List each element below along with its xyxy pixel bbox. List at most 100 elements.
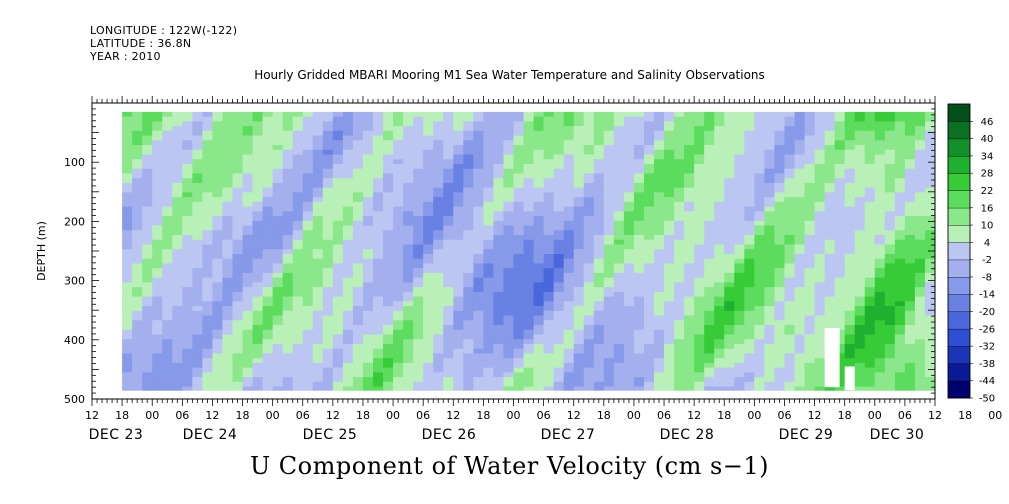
heatmap-cell	[583, 325, 595, 331]
heatmap-cell	[924, 116, 935, 122]
heatmap-cell	[904, 339, 916, 345]
heatmap-cell	[463, 372, 474, 378]
heatmap-cell	[854, 116, 866, 122]
heatmap-cell	[764, 310, 776, 317]
heatmap-cell	[854, 178, 866, 184]
heatmap-cell	[393, 135, 404, 141]
heatmap-cell	[383, 253, 394, 260]
heatmap-cell	[282, 343, 294, 350]
heatmap-cell	[242, 230, 254, 236]
heatmap-cell	[332, 206, 344, 212]
heatmap-cell	[282, 362, 294, 369]
heatmap-cell	[744, 272, 755, 279]
heatmap-cell	[523, 225, 535, 231]
heatmap-cell	[222, 362, 234, 369]
heatmap-cell	[172, 282, 183, 288]
heatmap-cell	[553, 121, 565, 127]
heatmap-cell	[403, 135, 414, 141]
heatmap-cell	[262, 348, 274, 355]
heatmap-cell	[383, 154, 394, 160]
heatmap-cell	[573, 178, 585, 184]
heatmap-cell	[212, 358, 224, 364]
heatmap-cell	[212, 268, 224, 274]
heatmap-cell	[543, 277, 555, 283]
heatmap-cell	[282, 154, 294, 160]
heatmap-cell	[483, 111, 495, 118]
heatmap-cell	[182, 358, 193, 364]
heatmap-cell	[694, 116, 705, 122]
heatmap-cell	[573, 168, 585, 175]
heatmap-cell	[633, 163, 645, 170]
heatmap-cell	[232, 116, 244, 122]
heatmap-cell	[674, 272, 685, 279]
heatmap-cell	[774, 192, 786, 198]
heatmap-cell	[804, 235, 816, 241]
heatmap-cell	[664, 353, 675, 359]
heatmap-cell	[252, 135, 264, 141]
heatmap-cell	[202, 334, 214, 340]
heatmap-cell	[292, 206, 304, 212]
heatmap-cell	[222, 121, 234, 127]
heatmap-cell	[764, 367, 776, 373]
heatmap-cell	[654, 178, 665, 184]
heatmap-cell	[312, 235, 324, 241]
heatmap-cell	[483, 334, 495, 340]
heatmap-cell	[734, 272, 745, 279]
heatmap-cell	[884, 192, 896, 198]
heatmap-cell	[814, 116, 826, 122]
heatmap-cell	[904, 126, 916, 132]
heatmap-cell	[373, 381, 384, 388]
heatmap-cell	[252, 111, 264, 118]
heatmap-cell	[182, 244, 193, 250]
heatmap-cell	[844, 201, 856, 208]
heatmap-cell	[433, 126, 444, 132]
heatmap-cell	[664, 135, 675, 141]
heatmap-cell	[373, 211, 384, 217]
heatmap-cell	[654, 235, 665, 241]
heatmap-cell	[744, 249, 755, 255]
heatmap-cell	[493, 253, 505, 260]
heatmap-cell	[864, 301, 876, 307]
heatmap-cell	[302, 121, 314, 127]
heatmap-cell	[804, 220, 816, 227]
heatmap-cell	[633, 381, 645, 388]
heatmap-cell	[854, 126, 866, 132]
heatmap-cell	[513, 173, 525, 179]
heatmap-cell	[563, 343, 575, 350]
heatmap-cell	[844, 159, 856, 165]
heatmap-cell	[613, 329, 625, 336]
heatmap-cell	[172, 201, 183, 208]
heatmap-cell	[654, 377, 665, 383]
heatmap-cell	[543, 145, 555, 151]
heatmap-cell	[664, 211, 675, 217]
heatmap-cell	[704, 140, 715, 146]
heatmap-cell	[694, 334, 705, 340]
heatmap-cell	[483, 372, 495, 378]
heatmap-cell	[874, 325, 886, 331]
heatmap-cell	[122, 173, 133, 179]
heatmap-cell	[503, 216, 515, 222]
heatmap-cell	[874, 296, 886, 302]
heatmap-cell	[784, 320, 796, 326]
heatmap-cell	[162, 343, 173, 350]
heatmap-cell	[282, 320, 294, 326]
heatmap-cell	[463, 353, 474, 359]
heatmap-cell	[252, 301, 264, 307]
heatmap-cell	[142, 197, 153, 203]
heatmap-cell	[603, 348, 615, 355]
heatmap-cell	[553, 154, 565, 160]
heatmap-cell	[513, 149, 525, 156]
heatmap-cell	[433, 211, 444, 217]
heatmap-cell	[694, 216, 705, 222]
heatmap-cell	[704, 362, 715, 369]
heatmap-cell	[664, 315, 675, 321]
heatmap-cell	[794, 173, 806, 179]
heatmap-cell	[312, 310, 324, 317]
heatmap-cell	[212, 206, 224, 212]
heatmap-cell	[342, 296, 354, 302]
heatmap-cell	[694, 145, 705, 151]
heatmap-cell	[654, 145, 665, 151]
heatmap-cell	[152, 306, 163, 312]
heatmap-cell	[232, 329, 244, 336]
heatmap-cell	[764, 258, 776, 265]
